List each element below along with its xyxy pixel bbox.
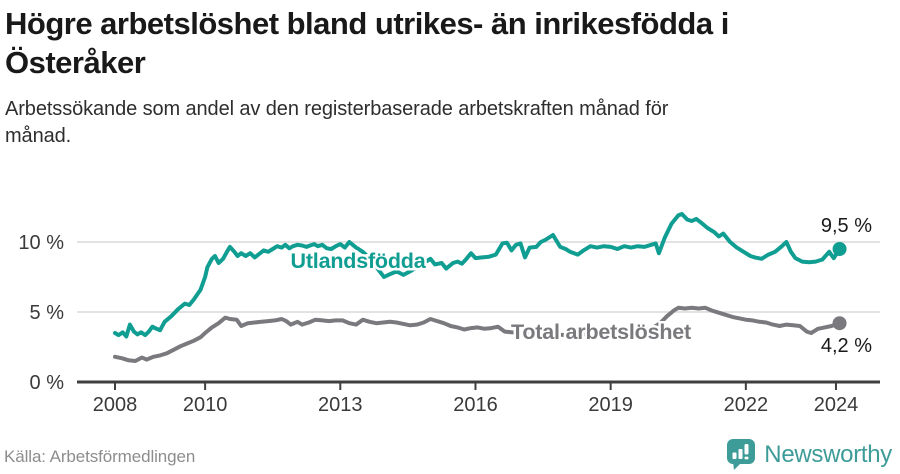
source-note: Källa: Arbetsförmedlingen	[4, 447, 196, 466]
y-tick-label-5: 5 %	[30, 302, 65, 324]
end-value-label-total: 4,2 %	[821, 335, 872, 357]
utlandsfodda-end-dot	[832, 242, 847, 256]
brand-name: Newsworthy	[764, 440, 892, 468]
page-title: Högre arbetslöshet bland utrikes- än inr…	[5, 6, 729, 81]
chart-header: Högre arbetslöshet bland utrikes- än inr…	[5, 4, 885, 150]
newsworthy-logo-icon	[727, 439, 756, 470]
chart-subtitle: Arbetssökande som andel av den registerb…	[5, 98, 669, 148]
total-end-dot	[832, 316, 847, 331]
end-value-label-utlandsfodda: 9,5 %	[821, 215, 872, 237]
x-tick-label-2008: 2008	[93, 394, 138, 416]
x-tick-label-2019: 2019	[588, 394, 633, 416]
x-tick-label-2022: 2022	[724, 394, 769, 416]
utlandsfodda-line	[113, 212, 842, 339]
x-tick-label-2024: 2024	[814, 394, 859, 416]
series-label-utlandsfodda: Utlandsfödda	[291, 249, 427, 273]
x-tick-label-2016: 2016	[453, 394, 498, 416]
x-tick-label-2013: 2013	[318, 394, 363, 416]
y-tick-label-10: 10 %	[18, 232, 64, 254]
newsworthy-brand: Newsworthy	[726, 438, 892, 471]
series-label-total: Total arbetslöshet	[511, 320, 691, 344]
y-tick-label-0: 0 %	[30, 372, 65, 394]
x-tick-label-2010: 2010	[183, 394, 228, 416]
total-arbetsloshet-line	[113, 305, 842, 363]
